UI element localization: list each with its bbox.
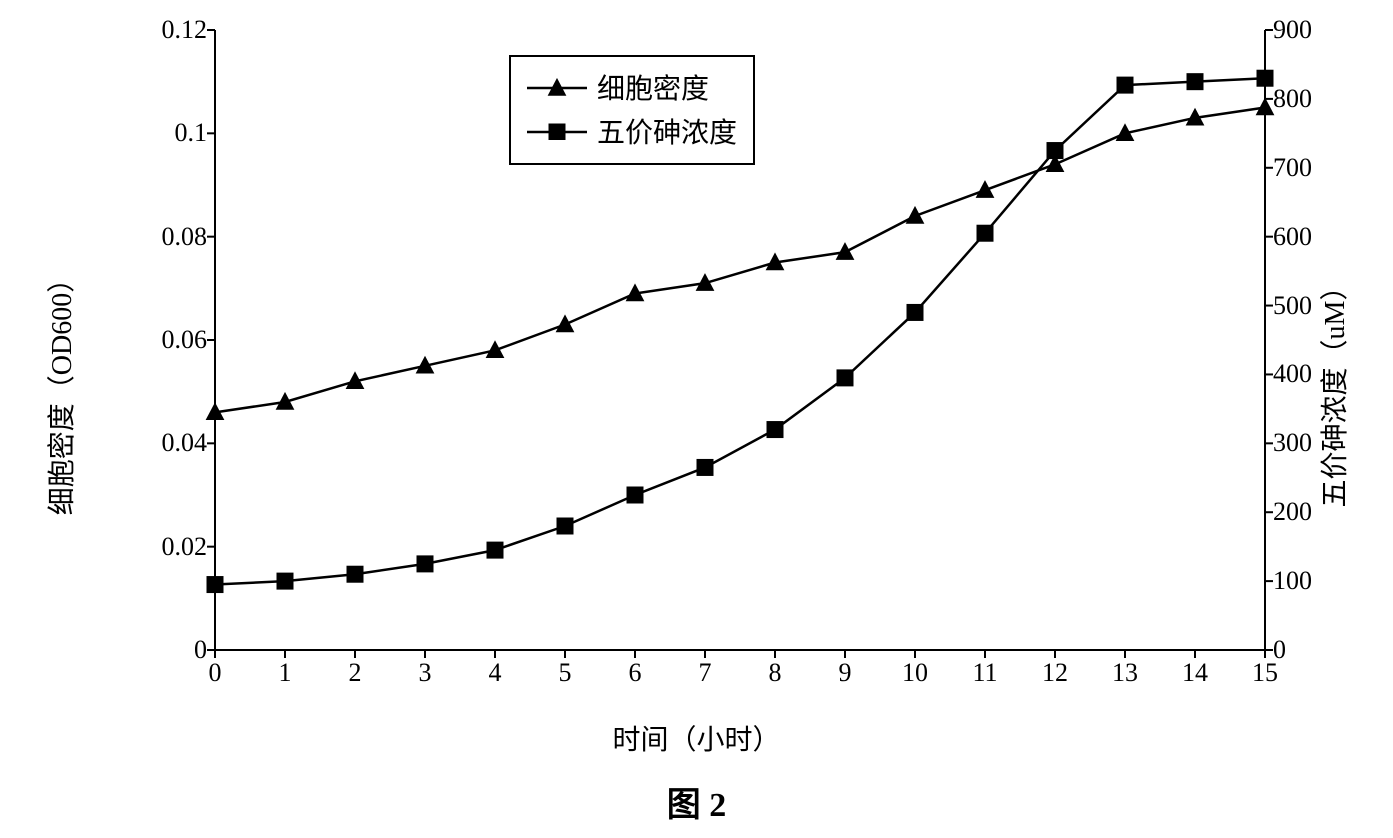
y-right-tick-label: 900 (1273, 15, 1312, 45)
y-left-tick-label: 0.04 (162, 428, 208, 458)
x-tick-label: 3 (419, 658, 432, 688)
legend-entry: 细胞密度 (527, 65, 737, 109)
y-left-tick-label: 0.08 (162, 222, 208, 252)
x-tick-label: 10 (902, 658, 928, 688)
y-left-tick-label: 0.06 (162, 325, 208, 355)
y-left-tick-label: 0.12 (162, 15, 208, 45)
y-left-tick-label: 0.02 (162, 532, 208, 562)
legend-swatch-icon (527, 78, 587, 96)
y-right-tick-label: 600 (1273, 222, 1312, 252)
y-right-axis-label: 五价砷浓度（uM） (1313, 273, 1353, 508)
y-right-tick-label: 400 (1273, 359, 1312, 389)
x-tick-label: 7 (699, 658, 712, 688)
x-tick-label: 13 (1112, 658, 1138, 688)
legend-label: 五价砷浓度 (597, 111, 737, 151)
x-axis-label: 时间（小时） (612, 718, 780, 758)
x-tick-label: 12 (1042, 658, 1068, 688)
plot-area: 细胞密度五价砷浓度 00.020.040.060.080.10.12010020… (215, 30, 1265, 650)
y-right-tick-label: 700 (1273, 153, 1312, 183)
y-left-axis-label: 细胞密度（OD600） (40, 265, 80, 515)
x-tick-label: 8 (769, 658, 782, 688)
legend-swatch-icon (527, 122, 587, 140)
y-right-tick-label: 300 (1273, 428, 1312, 458)
y-right-tick-label: 100 (1273, 566, 1312, 596)
x-tick-label: 11 (972, 658, 997, 688)
y-left-tick-label: 0 (194, 635, 207, 665)
y-right-tick-label: 500 (1273, 291, 1312, 321)
x-tick-label: 6 (629, 658, 642, 688)
y-right-tick-label: 200 (1273, 497, 1312, 527)
x-tick-label: 4 (489, 658, 502, 688)
legend-box: 细胞密度五价砷浓度 (509, 55, 755, 165)
legend-entry: 五价砷浓度 (527, 109, 737, 153)
x-tick-label: 14 (1182, 658, 1208, 688)
x-tick-label: 0 (209, 658, 222, 688)
legend-label: 细胞密度 (597, 67, 709, 107)
x-tick-label: 9 (839, 658, 852, 688)
y-left-tick-label: 0.1 (175, 118, 208, 148)
x-tick-label: 2 (349, 658, 362, 688)
figure-container: 细胞密度（OD600） 五价砷浓度（uM） 时间（小时） 细胞密度五价砷浓度 0… (50, 10, 1343, 770)
x-tick-label: 1 (279, 658, 292, 688)
x-tick-label: 15 (1252, 658, 1278, 688)
figure-caption: 图 2 (667, 777, 727, 826)
x-tick-label: 5 (559, 658, 572, 688)
y-right-tick-label: 800 (1273, 84, 1312, 114)
